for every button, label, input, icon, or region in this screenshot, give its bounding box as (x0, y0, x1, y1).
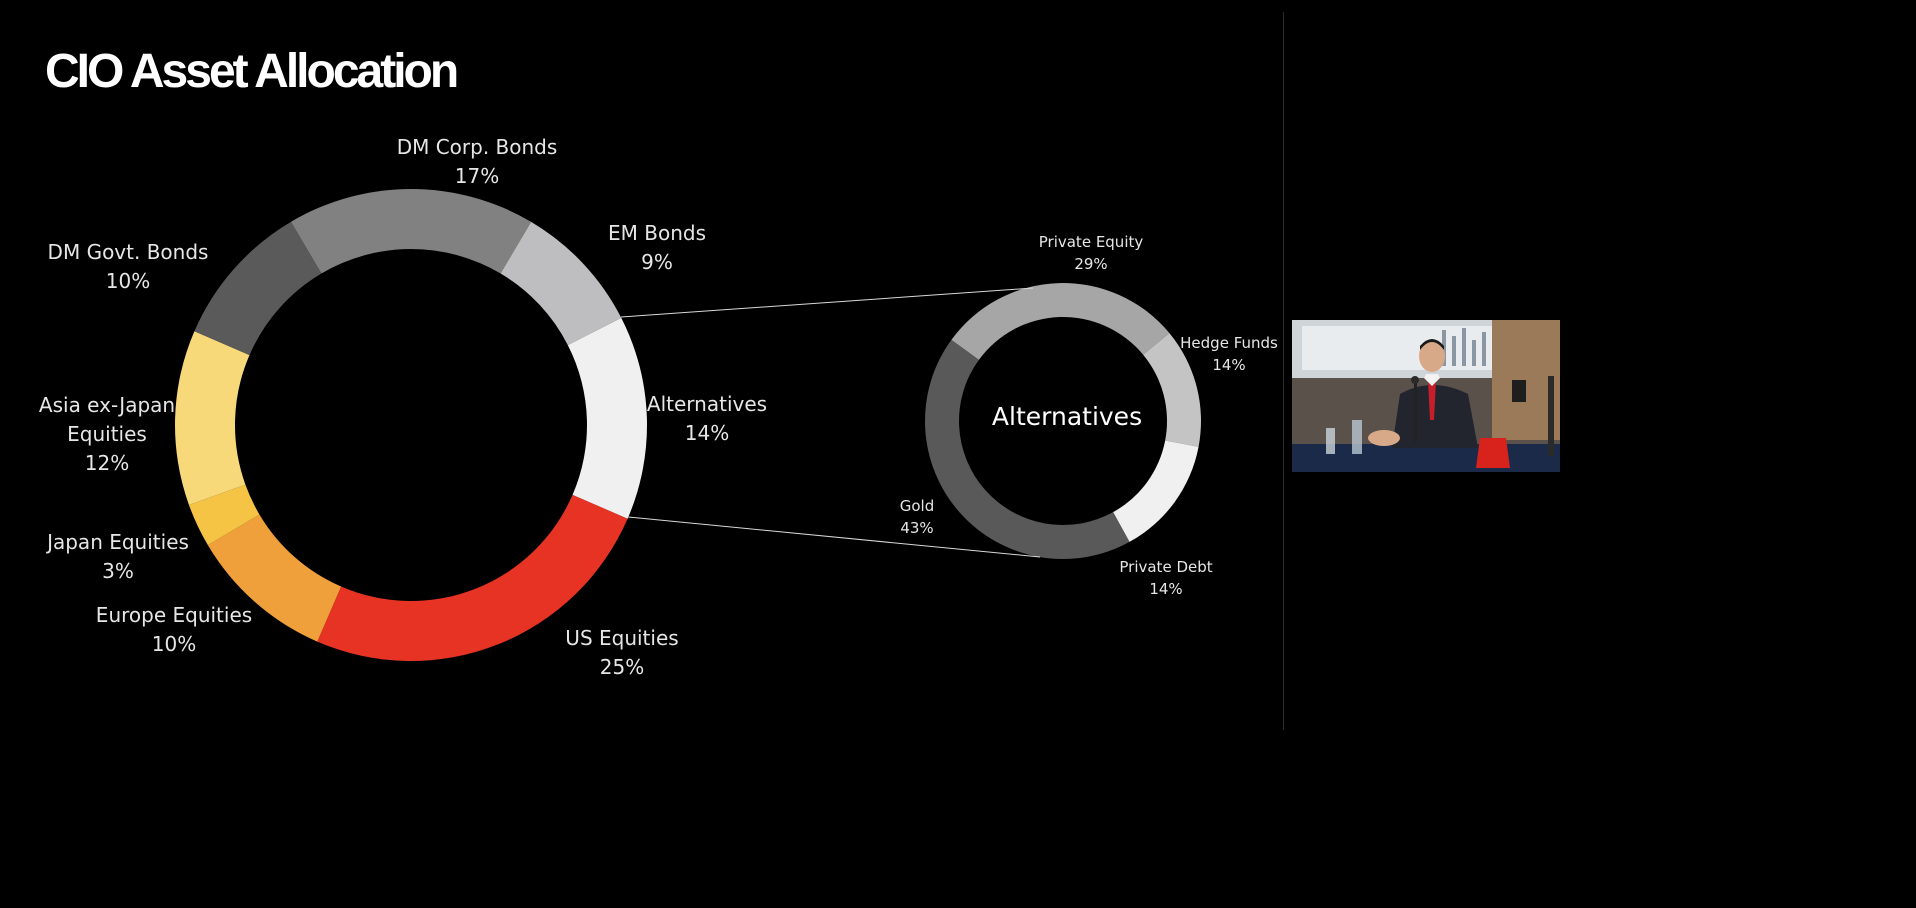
alternatives-center-label: Alternatives (991, 402, 1143, 431)
slice-label-asia-ex-japan-equities: Asia ex-Japan Equities 12% (38, 393, 176, 475)
slice-label-japan-equities: Japan Equities 3% (47, 530, 189, 583)
alternatives-donut-chart (924, 283, 1202, 560)
slice-label-dm-corp-bonds: DM Corp. Bonds 17% (396, 135, 558, 188)
slice-label-europe-equities: Europe Equities 10% (95, 603, 253, 656)
alt-slice-hedge-funds (1143, 333, 1202, 447)
slice-label-us-equities: US Equities 25% (565, 626, 679, 679)
main-slice-japan-equities (188, 484, 260, 546)
alt-slice-gold (924, 339, 1130, 560)
main-slice-asia-ex-japan-equities (175, 331, 250, 505)
divider-line (1283, 12, 1284, 730)
connector-line-top (620, 287, 1034, 318)
connector-line-bottom (627, 516, 1041, 558)
donut-charts (175, 189, 1202, 661)
slice-label-dm-govt-bonds: DM Govt. Bonds 10% (47, 240, 209, 293)
slice-label-private-equity: Private Equity 29% (1038, 233, 1144, 273)
main-slice-alternatives (567, 317, 647, 519)
main-slice-dm-govt-bonds (194, 221, 322, 356)
main-slice-em-bonds (500, 221, 622, 346)
slice-label-em-bonds: EM Bonds 9% (608, 221, 706, 274)
slice-label-alternatives: Alternatives 14% (646, 392, 768, 445)
presenter-video-thumbnail[interactable] (1292, 320, 1560, 472)
presenter-picture (1292, 320, 1560, 472)
main-slice-us-equities (317, 494, 628, 661)
main-slice-dm-corp-bonds (290, 189, 532, 274)
slide-title: CIO Asset Allocation (45, 45, 459, 98)
main-donut-chart (175, 189, 647, 661)
slice-label-private-debt: Private Debt 14% (1119, 558, 1213, 598)
slide: CIO Asset Allocation DM Corp. Bonds 17% E… (38, 12, 1560, 730)
alt-slice-private-equity (951, 283, 1170, 360)
alt-slice-private-debt (1113, 440, 1199, 542)
slice-label-gold: Gold 43% (899, 497, 935, 537)
main-slice-europe-equities (207, 514, 342, 642)
slice-label-hedge-funds: Hedge Funds 14% (1180, 334, 1278, 374)
